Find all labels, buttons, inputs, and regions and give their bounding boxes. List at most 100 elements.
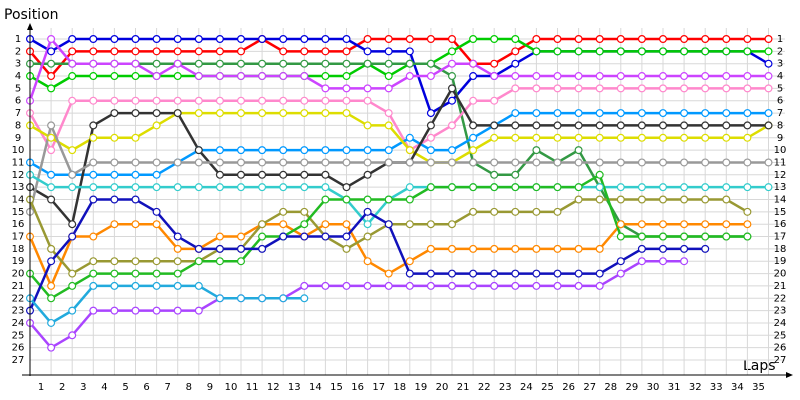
y-tick-label-right: 21 [774,281,787,292]
lap-marker [616,34,625,43]
lap-marker [426,146,435,155]
lap-marker [342,34,351,43]
lap-marker [363,232,372,241]
x-tick-label: 23 [499,382,512,393]
lap-marker [469,281,478,290]
lap-marker [405,133,414,142]
lap-marker [574,121,583,130]
y-tick-label-right: 9 [777,133,783,144]
y-tick-label: 11 [12,157,25,168]
lap-marker [215,96,224,105]
lap-marker [342,220,351,229]
lap-marker [194,281,203,290]
lap-marker [300,294,309,303]
lap-marker [173,47,182,56]
lap-marker [152,306,161,315]
y-tick-label-right: 16 [774,219,787,230]
x-axis-label: Laps [743,358,776,374]
y-tick-label-right: 5 [777,83,783,94]
lap-marker [152,257,161,266]
lap-marker [511,183,520,192]
lap-marker [321,183,330,192]
y-tick-label: 9 [15,133,21,144]
lap-marker [321,47,330,56]
lap-marker [110,257,119,266]
x-tick-label: 7 [165,382,171,393]
lap-marker [131,59,140,68]
lap-marker [595,109,604,118]
lap-marker [215,59,224,68]
lap-marker [237,146,246,155]
lap-marker [701,121,710,130]
lap-marker [47,244,56,253]
lap-marker [321,96,330,105]
lap-marker [743,47,752,56]
lap-marker [363,281,372,290]
lap-marker [574,146,583,155]
lap-marker [701,84,710,93]
lap-marker [110,133,119,142]
lap-marker [152,121,161,130]
x-tick-label: 2 [59,382,65,393]
lap-marker [448,121,457,130]
y-tick-label-right: 1 [777,34,783,45]
lap-marker [722,232,731,241]
lap-marker [448,47,457,56]
lap-marker [237,170,246,179]
lap-marker [448,146,457,155]
lap-marker [173,59,182,68]
lap-marker [448,269,457,278]
lap-marker [658,133,667,142]
lap-marker [89,269,98,278]
lap-marker [47,281,56,290]
lap-marker [743,158,752,167]
lap-marker [574,281,583,290]
y-tick-label: 2 [15,46,21,57]
lap-marker [680,195,689,204]
lap-marker [490,121,499,130]
lap-marker [47,146,56,155]
lap-marker [47,59,56,68]
x-tick-label: 18 [393,382,406,393]
lap-marker [448,72,457,81]
lap-marker [300,34,309,43]
lap-marker [511,133,520,142]
lap-marker [173,281,182,290]
lap-marker [722,47,731,56]
lap-marker [89,183,98,192]
lap-marker [426,220,435,229]
lap-marker [701,232,710,241]
lap-marker [511,47,520,56]
lap-marker [173,158,182,167]
lap-marker [173,183,182,192]
lap-marker [595,72,604,81]
lap-marker [532,109,541,118]
lap-marker [511,109,520,118]
series-line [29,111,769,177]
lap-marker [553,133,562,142]
lap-marker [131,170,140,179]
lap-marker [701,34,710,43]
lap-marker [469,183,478,192]
lap-marker [363,170,372,179]
lap-marker [384,146,393,155]
lap-marker [680,244,689,253]
lap-marker [194,96,203,105]
lap-marker [658,257,667,266]
lap-marker [511,121,520,130]
lap-marker [553,109,562,118]
y-tick-label: 15 [12,207,25,218]
lap-marker [595,47,604,56]
lap-marker [215,109,224,118]
lap-marker [68,146,77,155]
lap-marker [764,109,773,118]
lap-marker [490,96,499,105]
lap-marker [68,220,77,229]
x-tick-label: 14 [309,382,322,393]
y-tick-label: 25 [12,330,25,341]
lap-marker [511,170,520,179]
x-tick-label: 28 [604,382,617,393]
lap-marker [595,121,604,130]
y-tick-label-right: 12 [774,170,787,181]
lap-marker [426,269,435,278]
